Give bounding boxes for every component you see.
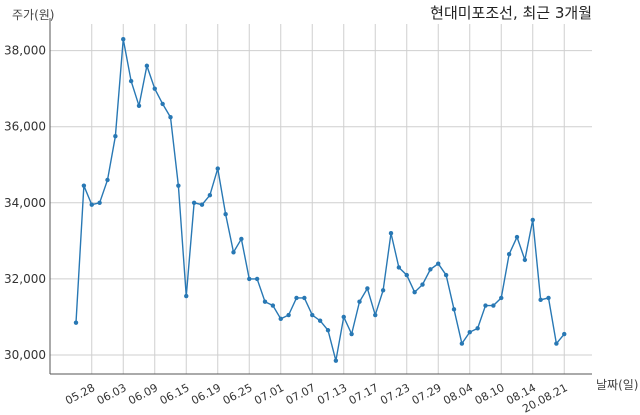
data-point [160, 101, 165, 107]
data-point [554, 341, 559, 346]
data-point [349, 331, 354, 337]
data-point [365, 286, 370, 291]
data-point [451, 307, 457, 312]
data-point [546, 295, 551, 301]
data-point [357, 299, 362, 304]
data-point [325, 328, 331, 333]
x-tick-label: 06.03 [95, 381, 129, 407]
data-point [199, 202, 205, 207]
data-point [128, 78, 134, 84]
x-tick-label: 07.23 [378, 381, 412, 407]
tick-labels: 30,000 32,000 34,000 36,000 38,000 05.2806.03… [4, 44, 570, 415]
data-point [254, 276, 260, 282]
data-point [310, 312, 315, 318]
data-point [223, 212, 228, 217]
y-tick-label: 36,000 [4, 120, 46, 134]
data-point [239, 236, 244, 242]
data-point [270, 303, 276, 308]
data-point [514, 234, 520, 240]
data-point [97, 200, 102, 206]
x-tick-label: 07.13 [315, 381, 349, 407]
data-point [168, 115, 173, 120]
y-tick-label: 34,000 [4, 196, 46, 210]
data-point [191, 200, 197, 206]
data-point [105, 177, 110, 183]
axes [49, 18, 592, 375]
data-point [443, 272, 449, 278]
data-point [396, 265, 402, 270]
data-point [499, 295, 504, 301]
data-point [420, 282, 425, 287]
data-point [302, 295, 307, 301]
x-tick-label: 07.17 [347, 381, 381, 407]
data-point [176, 183, 181, 188]
data-point [231, 250, 236, 255]
data-point [388, 231, 394, 236]
data-point [459, 341, 465, 346]
y-tick-label: 32,000 [4, 272, 46, 286]
data-point [81, 183, 87, 188]
data-point [380, 288, 386, 293]
x-tick-label: 07.29 [410, 381, 444, 407]
data-point [278, 316, 283, 322]
data-point [286, 312, 291, 318]
data-point [73, 320, 79, 325]
y-tick-label: 30,000 [4, 348, 46, 362]
data-point [333, 358, 339, 363]
data-point [562, 331, 567, 337]
data-point [506, 251, 512, 257]
data-point [404, 272, 409, 278]
x-tick-label: 06.15 [158, 381, 192, 407]
x-tick-label: 06.19 [189, 381, 223, 407]
x-tick-label: 07.01 [252, 381, 286, 407]
data-point [247, 276, 252, 282]
data-point [475, 326, 480, 331]
data-point [373, 312, 378, 318]
price-series [73, 37, 567, 363]
data-point [144, 63, 150, 69]
y-axis-label: 주가(원) [12, 8, 55, 22]
data-point [207, 192, 213, 198]
data-point [530, 217, 535, 223]
series-line [75, 39, 565, 361]
data-point [89, 202, 94, 207]
data-point [412, 290, 417, 295]
x-tick-label: 07.07 [284, 381, 318, 407]
chart-title: 현대미포조선, 최근 3개월 [430, 4, 592, 22]
x-tick-label: 06.25 [221, 381, 255, 407]
data-point [136, 103, 142, 108]
data-point [436, 261, 441, 266]
data-point [317, 318, 323, 323]
x-tick-label: 06.09 [126, 381, 160, 407]
x-tick-label: 05.28 [63, 381, 97, 407]
y-tick-label: 38,000 [4, 44, 46, 58]
data-point [121, 37, 126, 42]
data-point [483, 303, 488, 308]
data-point [538, 297, 543, 303]
x-tick-label: 08.10 [473, 381, 507, 407]
data-point [152, 86, 157, 91]
data-point [184, 293, 189, 299]
data-point [522, 257, 528, 263]
data-point [215, 166, 220, 171]
data-point [428, 267, 433, 272]
data-point [113, 134, 118, 139]
x-tick-label: 08.04 [441, 381, 475, 407]
grid [50, 24, 592, 374]
data-point [341, 314, 346, 320]
data-point [262, 299, 268, 304]
data-point [294, 295, 299, 301]
data-point [491, 303, 496, 308]
data-point [467, 329, 472, 335]
x-axis-label: 날짜(일) [596, 378, 639, 392]
